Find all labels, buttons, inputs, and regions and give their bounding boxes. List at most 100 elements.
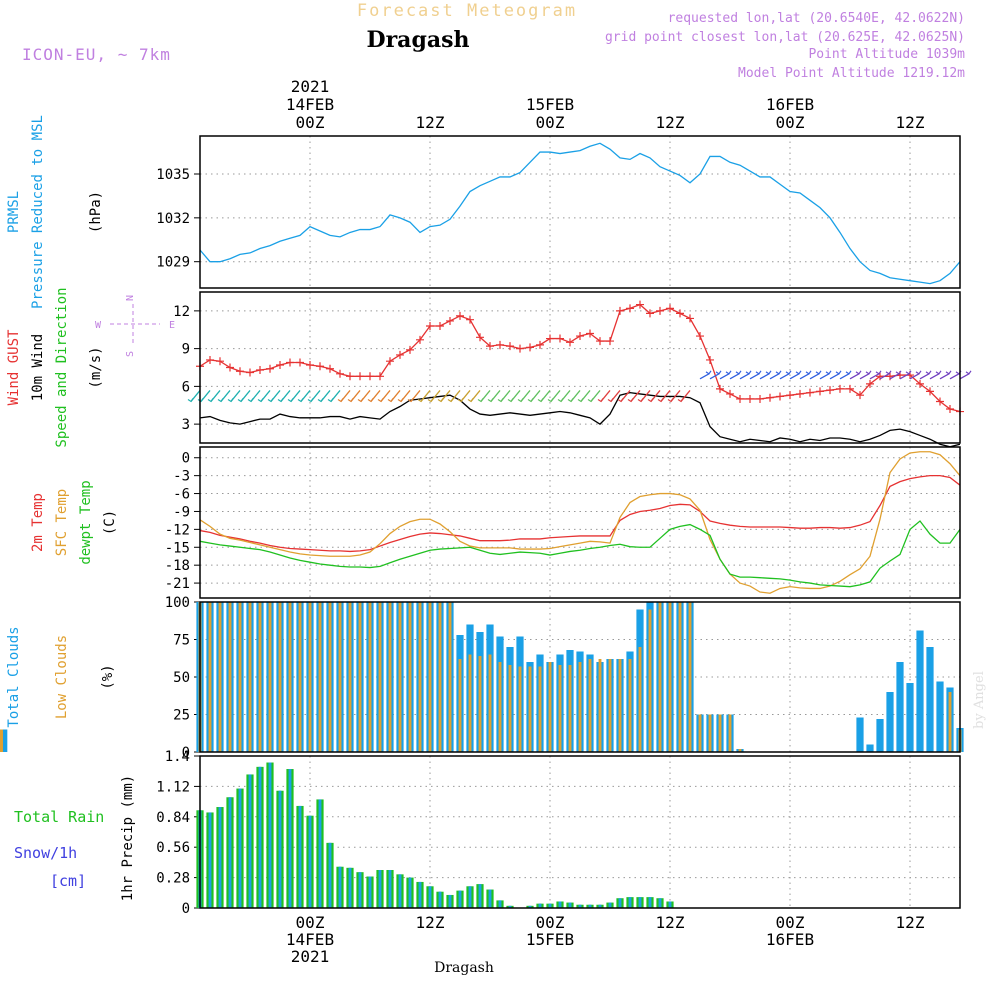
wind-arrow-head	[337, 398, 344, 403]
top-date-label: 15FEB	[526, 95, 574, 114]
gust-marker	[376, 372, 384, 381]
wind-arrow	[739, 373, 750, 380]
wind-arrow-head	[647, 398, 654, 403]
wind-arrow	[859, 373, 870, 380]
bar-inner	[438, 891, 442, 908]
bar-low	[448, 602, 452, 752]
bar-inner	[368, 876, 372, 908]
wind-arrow-head	[845, 370, 852, 375]
wind-arrow-head	[557, 398, 564, 403]
bar-inner	[338, 866, 342, 908]
bar-low	[678, 602, 682, 752]
wind-arrow-head	[547, 398, 554, 403]
bar-inner	[268, 762, 272, 908]
wind-arrow-head	[247, 398, 254, 403]
wind-arrow-head	[805, 370, 812, 375]
gust-marker	[676, 309, 684, 318]
bar-inner	[378, 870, 382, 908]
y-tick-label: -12	[165, 522, 190, 538]
bottom-time-label: 12Z	[416, 913, 445, 932]
bar-inner	[508, 905, 512, 908]
wind-arrow-head	[965, 370, 972, 375]
wind-arrow-head	[217, 398, 224, 403]
bar-total	[926, 647, 934, 752]
top-date-label: 00Z	[536, 113, 565, 132]
gust-marker	[596, 337, 604, 346]
bottom-time-label: 12Z	[656, 913, 685, 932]
wind-arrow-head	[705, 370, 712, 375]
panel-precip: 0 0.28 0.56 0.84 1.12 1.4 Total Rain Snow/1h [cm…	[14, 749, 961, 917]
bar-low	[388, 602, 392, 752]
gust-marker	[566, 338, 574, 347]
bar-total	[876, 719, 884, 752]
bar-low	[538, 666, 542, 752]
bar-inner	[428, 886, 432, 908]
wind-arrow	[719, 373, 730, 380]
wind-arrow	[759, 373, 770, 380]
ylabel-line: Snow/1h	[14, 844, 77, 862]
wind-arrow	[799, 373, 810, 380]
bar-low	[288, 602, 292, 752]
series-line-2m	[199, 474, 961, 553]
wind-arrow-head	[567, 398, 574, 403]
wind-arrow-head	[627, 398, 634, 403]
gust-marker	[796, 389, 804, 398]
wind-arrow	[749, 373, 760, 380]
series-line-pressure	[199, 142, 961, 285]
bar-low	[518, 666, 522, 752]
wind-arrow	[929, 373, 940, 380]
bar-low	[218, 602, 222, 752]
ylabel-line: Speed and Direction	[54, 287, 70, 447]
wind-arrow-head	[327, 398, 334, 403]
series-line-dewpt	[199, 520, 961, 588]
gust-marker	[206, 355, 214, 364]
gust-marker	[216, 357, 224, 366]
compass-s: S	[125, 351, 136, 357]
ylabel-line: [cm]	[50, 872, 86, 890]
wind-arrow	[839, 373, 850, 380]
bar-total	[886, 692, 894, 752]
bar-total	[0, 729, 8, 752]
point-altitude: Point Altitude 1039m	[808, 47, 965, 62]
y-tick-label: 0	[182, 901, 190, 917]
bar-low	[698, 714, 702, 752]
bar-low	[588, 659, 592, 752]
wind-arrow-head	[587, 398, 594, 403]
wind-arrow-head	[915, 370, 922, 375]
wind-arrow	[949, 373, 960, 380]
gust-marker	[296, 358, 304, 367]
y-tick-label: 6	[182, 379, 190, 395]
bar-low	[318, 602, 322, 752]
bar-low	[688, 602, 692, 752]
bar-low	[418, 602, 422, 752]
wind-arrow-head	[477, 398, 484, 403]
bar-low	[718, 714, 722, 752]
gust-marker	[276, 360, 284, 369]
gust-marker	[706, 355, 714, 364]
bar-inner	[498, 900, 502, 908]
wind-arrow-head	[785, 370, 792, 375]
y-tick-label: 12	[173, 304, 190, 320]
series-line-gust	[199, 303, 961, 413]
wind-arrow-head	[755, 370, 762, 375]
top-date-label: 14FEB	[286, 95, 334, 114]
y-tick-label: 3	[182, 417, 190, 433]
gust-marker	[366, 372, 374, 381]
y-tick-label: -6	[173, 487, 190, 503]
bar-low	[208, 602, 212, 752]
bar-low	[298, 602, 302, 752]
y-tick-label: 0.56	[156, 840, 190, 856]
wind-arrow	[699, 373, 710, 380]
gust-marker	[686, 314, 694, 323]
wind-arrow-head	[597, 398, 604, 403]
bar-low	[408, 602, 412, 752]
wind-arrow-head	[207, 398, 214, 403]
wind-arrow-head	[457, 398, 464, 403]
wind-arrow-head	[835, 370, 842, 375]
bar-low	[368, 602, 372, 752]
bar-low	[648, 609, 652, 752]
gust-marker	[746, 394, 754, 403]
wind-arrow-head	[267, 398, 274, 403]
wind-arrow-head	[895, 370, 902, 375]
